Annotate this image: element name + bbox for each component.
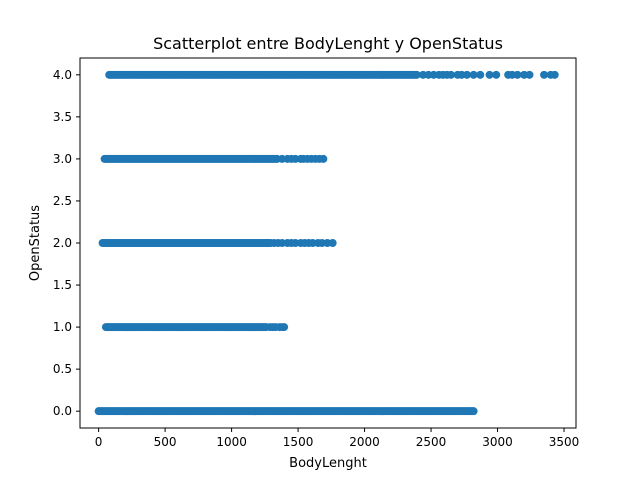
y-tick-label: 0.0 bbox=[53, 404, 72, 418]
y-tick-label: 4.0 bbox=[53, 68, 72, 82]
data-point bbox=[280, 323, 289, 332]
y-tick-label: 1.0 bbox=[53, 320, 72, 334]
data-point bbox=[328, 239, 337, 247]
data-point bbox=[462, 70, 471, 79]
x-tick-label: 1000 bbox=[216, 435, 247, 449]
x-tick-label: 3000 bbox=[482, 435, 513, 449]
chart-title: Scatterplot entre BodyLenght y OpenStatu… bbox=[153, 34, 503, 53]
data-point bbox=[540, 70, 549, 79]
data-point bbox=[525, 70, 534, 79]
y-axis-label: OpenStatus bbox=[28, 205, 43, 281]
y-tick-label: 3.0 bbox=[53, 152, 72, 166]
x-tick-label: 0 bbox=[95, 435, 103, 449]
y-tick-label: 1.5 bbox=[53, 278, 72, 292]
data-point bbox=[492, 70, 501, 79]
y-axis-ticks: 0.0 0.5 1.0 1.5 2.0 2.5 3.0 3.5 4.0 bbox=[53, 68, 80, 418]
y-tick-label: 3.5 bbox=[53, 110, 72, 124]
x-tick-label: 500 bbox=[154, 435, 177, 449]
x-tick-label: 2500 bbox=[416, 435, 447, 449]
data-point bbox=[412, 70, 421, 79]
data-point bbox=[469, 407, 478, 416]
x-axis-ticks: 0 500 1000 1500 2000 2500 3000 3500 bbox=[95, 428, 580, 449]
data-point bbox=[485, 70, 494, 79]
data-points bbox=[94, 70, 559, 416]
data-point bbox=[469, 70, 478, 79]
data-point bbox=[513, 70, 522, 79]
x-tick-label: 2000 bbox=[349, 435, 380, 449]
data-point bbox=[319, 154, 328, 163]
y-tick-label: 0.5 bbox=[53, 362, 72, 376]
y-tick-label: 2.0 bbox=[53, 236, 72, 250]
y-tick-label: 2.5 bbox=[53, 194, 72, 208]
data-point bbox=[447, 70, 455, 79]
data-point bbox=[476, 70, 485, 79]
x-tick-label: 3500 bbox=[549, 435, 580, 449]
x-tick-label: 1500 bbox=[283, 435, 314, 449]
data-point bbox=[550, 70, 559, 79]
x-axis-label: BodyLenght bbox=[289, 456, 367, 471]
